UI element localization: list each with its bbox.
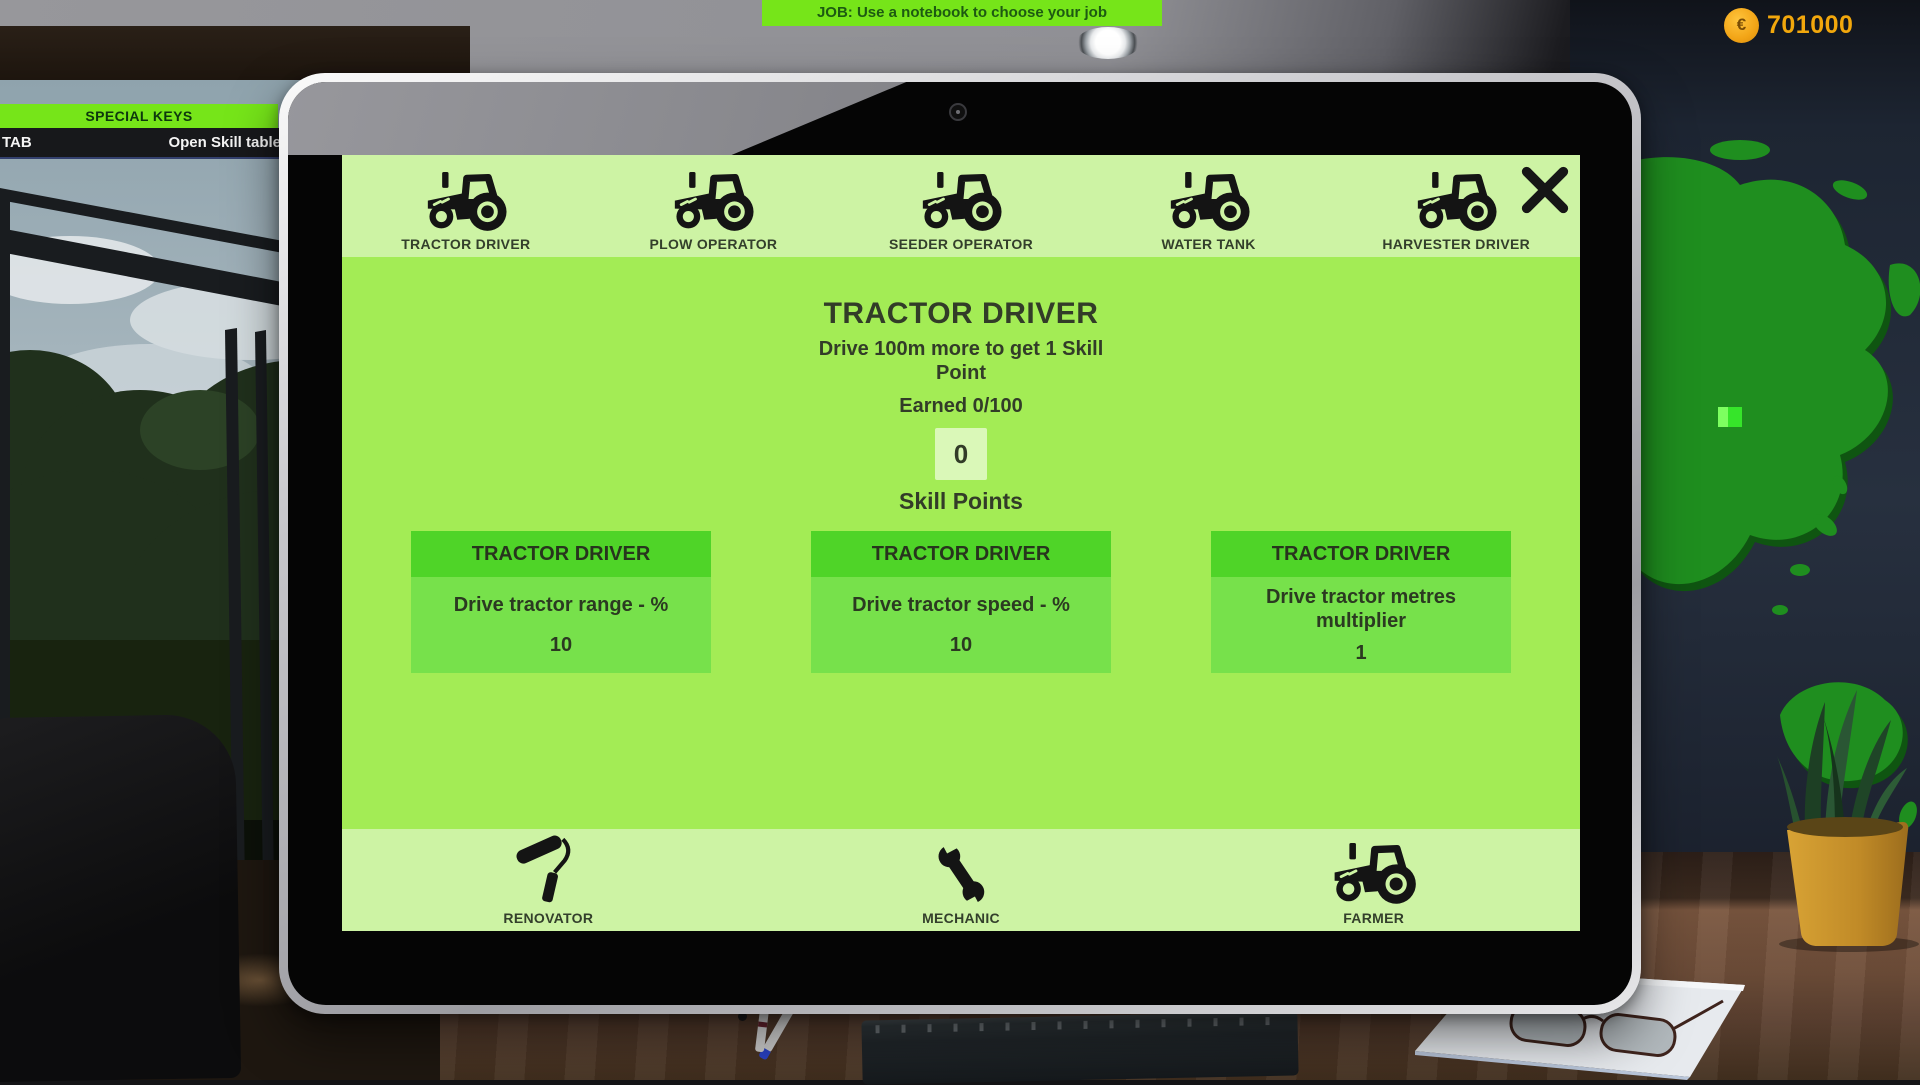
tractor-icon — [1410, 172, 1502, 234]
close-icon — [1521, 166, 1569, 214]
tab-label: PLOW OPERATOR — [649, 236, 778, 252]
keyboard — [861, 1011, 1299, 1085]
skill-card-description: Drive tractor range - % — [453, 594, 669, 617]
tractor-icon — [420, 172, 512, 234]
skill-earned: Earned 0/100 — [899, 395, 1023, 417]
close-button[interactable] — [1518, 163, 1572, 217]
skill-card-range[interactable]: TRACTOR DRIVER Drive tractor range - % 1… — [411, 531, 711, 673]
top-tab-strip: TRACTOR DRIVER PLOW OPERATOR SEEDER OPER… — [342, 155, 1580, 257]
tablet-camera — [949, 103, 967, 121]
skill-card-title: TRACTOR DRIVER — [1211, 531, 1511, 577]
skill-screen: TRACTOR DRIVER PLOW OPERATOR SEEDER OPER… — [342, 155, 1580, 931]
ceiling-lamp — [1076, 27, 1140, 59]
special-keys-title: SPECIAL KEYS — [0, 104, 278, 128]
plant-leaves — [1777, 690, 1907, 834]
tab-label: WATER TANK — [1161, 236, 1256, 252]
bottom-tab-strip: RENOVATOR MECHANIC — [342, 829, 1580, 931]
skill-card-value: 1 — [1355, 641, 1367, 664]
tab-plow-operator[interactable]: PLOW OPERATOR — [590, 155, 838, 257]
tractor-icon — [1163, 172, 1255, 234]
tab-mechanic[interactable]: MECHANIC — [755, 829, 1168, 931]
plant-pot — [1765, 672, 1920, 952]
tab-label: MECHANIC — [922, 910, 1000, 926]
job-banner: JOB: Use a notebook to choose your job — [762, 0, 1162, 26]
skill-card-title: TRACTOR DRIVER — [411, 531, 711, 577]
skill-cards: TRACTOR DRIVER Drive tractor range - % 1… — [342, 531, 1580, 673]
pen-cap — [738, 1012, 747, 1021]
tab-label: TRACTOR DRIVER — [401, 236, 531, 252]
skill-card-body: Drive tractor range - % 10 — [411, 577, 711, 673]
tablet-bezel: TRACTOR DRIVER PLOW OPERATOR SEEDER OPER… — [288, 82, 1632, 1005]
paint-roller-icon — [516, 835, 571, 903]
keybind-key: TAB — [2, 134, 32, 151]
skill-card-metres[interactable]: TRACTOR DRIVER Drive tractor metres mult… — [1211, 531, 1511, 673]
keybind-row: TAB Open Skill tablet — [0, 128, 292, 159]
reading-glasses — [1509, 999, 1724, 1057]
skill-subtitle: Drive 100m more to get 1 Skill Point — [818, 338, 1104, 384]
skill-card-speed[interactable]: TRACTOR DRIVER Drive tractor speed - % 1… — [811, 531, 1111, 673]
tractor-icon — [667, 172, 759, 234]
skill-card-body: Drive tractor metres multiplier 1 — [1211, 577, 1511, 673]
tractor-icon — [1327, 843, 1421, 907]
skill-points-label: Skill Points — [899, 488, 1023, 514]
wrench-icon — [938, 843, 985, 907]
skill-card-description: Drive tractor speed - % — [852, 594, 1070, 617]
skill-tablet: TRACTOR DRIVER PLOW OPERATOR SEEDER OPER… — [279, 73, 1641, 1014]
money-amount: 701000 — [1767, 10, 1854, 39]
skill-card-title: TRACTOR DRIVER — [811, 531, 1111, 577]
office-chair — [0, 713, 242, 1083]
tab-label: SEEDER OPERATOR — [888, 236, 1033, 252]
skill-card-value: 10 — [549, 633, 573, 656]
tab-label: HARVESTER DRIVER — [1382, 236, 1531, 252]
tab-label: FARMER — [1343, 910, 1405, 926]
tractor-icon — [915, 172, 1007, 234]
money-display: € 701000 — [1724, 7, 1853, 43]
tab-water-tank[interactable]: WATER TANK — [1085, 155, 1333, 257]
tab-harvester-driver[interactable]: HARVESTER DRIVER — [1332, 155, 1580, 257]
skill-card-body: Drive tractor speed - % 10 — [811, 577, 1111, 673]
skill-title: TRACTOR DRIVER — [823, 297, 1099, 330]
keybind-action: Open Skill tablet — [168, 134, 286, 151]
tab-tractor-driver[interactable]: TRACTOR DRIVER — [342, 155, 590, 257]
tab-label: RENOVATOR — [503, 910, 594, 926]
tab-renovator[interactable]: RENOVATOR — [342, 829, 755, 931]
tab-seeder-operator[interactable]: SEEDER OPERATOR — [837, 155, 1085, 257]
euro-coin-icon: € — [1724, 7, 1759, 43]
skill-points-value: 0 — [935, 428, 987, 480]
skill-panel: TRACTOR DRIVER Drive 100m more to get 1 … — [342, 257, 1580, 829]
skill-card-description: Drive tractor metres multiplier — [1265, 586, 1457, 633]
tab-farmer[interactable]: FARMER — [1167, 829, 1580, 931]
skill-card-value: 10 — [949, 633, 973, 656]
